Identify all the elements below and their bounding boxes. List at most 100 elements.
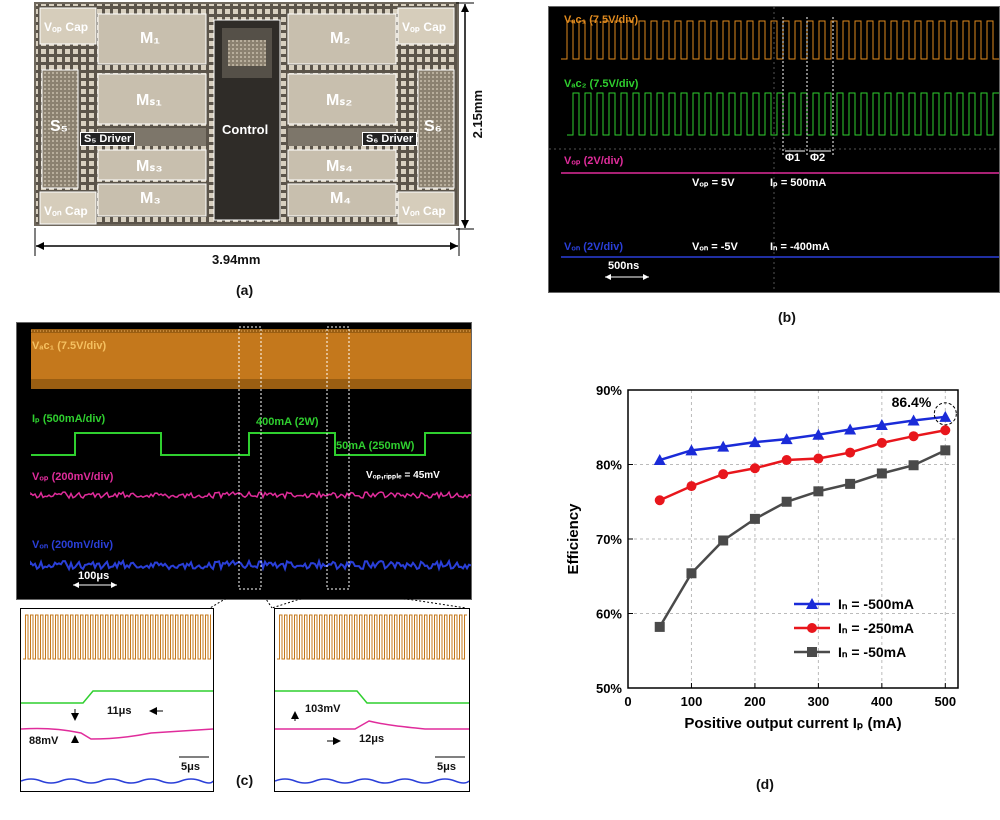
x-tick-label: 100: [681, 694, 703, 709]
ms1-label: Mₛ₁: [136, 92, 162, 109]
x-tick-label: 0: [624, 694, 631, 709]
panel-a: Vₒₚ Cap Vₒₚ Cap Vₒₙ Cap Vₒₙ Cap M₁ M₂ Mₛ…: [0, 0, 500, 300]
scope-c: [16, 322, 472, 600]
y-tick-label: 70%: [596, 532, 622, 547]
y-axis-label: Efficiency: [565, 503, 582, 575]
legend-marker: [807, 647, 817, 657]
data-point: [813, 486, 824, 497]
data-point: [686, 481, 697, 492]
panel-c-label: (c): [236, 772, 254, 788]
data-point: [876, 437, 887, 448]
c-time-scale: 100μs: [78, 570, 110, 582]
b-vop-value: Vₒₚ = 5V: [692, 177, 735, 189]
x-tick-label: 300: [808, 694, 830, 709]
m1-label: M₁: [140, 30, 160, 47]
data-point: [940, 445, 951, 456]
zoom-right-settle: 12μs: [359, 733, 385, 745]
data-point: [653, 454, 666, 466]
panel-c: Vₐᴄ₁ (7.5V/div) Iₚ (500mA/div) Vₒₚ (200m…: [14, 320, 484, 800]
height-dimension: 2.15mm: [470, 90, 485, 139]
zoom-right-scale: 5μs: [437, 761, 456, 773]
s5-driver-label: S₅ Driver: [80, 132, 136, 146]
m2-label: M₂: [330, 30, 351, 47]
data-point: [685, 444, 698, 456]
x-axis-label: Positive output current Iₚ (mA): [684, 715, 901, 732]
die-photo: [34, 2, 474, 256]
vop-cap-left-label: Vₒₚ Cap: [44, 20, 89, 34]
scope-b-traces: [549, 7, 999, 292]
y-tick-label: 90%: [596, 383, 622, 398]
panel-d: 0 100 200 300 400 500 50% 60% 70% 80% 90% Positive …: [540, 370, 1000, 810]
x-tick-label: 200: [744, 694, 766, 709]
s6-driver-label: S₆ Driver: [362, 132, 418, 146]
y-tick-label: 60%: [596, 607, 622, 622]
c-step-low: 50mA (250mW): [336, 440, 415, 452]
panel-d-label: (d): [756, 776, 774, 792]
legend-entry: Iₙ = -250mA: [838, 620, 914, 636]
b-time-scale: 500ns: [608, 260, 640, 272]
data-point: [875, 419, 888, 431]
panel-b: Vₐᴄ₁ (7.5V/div) Vₐᴄ₂ (7.5V/div) Vₒₚ (2V/…: [548, 6, 1000, 325]
m3-label: M₃: [140, 190, 161, 207]
data-point: [718, 469, 729, 480]
c-vop-label: Vₒₚ (200mV/div): [32, 471, 114, 483]
data-point: [908, 460, 919, 471]
s5-label: S₅: [50, 118, 69, 135]
zoom-left-drop: 88mV: [29, 735, 59, 747]
data-point: [908, 431, 919, 442]
y-tick-label: 50%: [596, 681, 622, 696]
x-tick-label: 400: [871, 694, 893, 709]
zoom-left-scale: 5μs: [181, 761, 200, 773]
data-point: [654, 621, 665, 632]
b-in-value: Iₙ = -400mA: [770, 241, 830, 253]
c-von-label: Vₒₙ (200mV/div): [32, 539, 114, 551]
width-dimension: 3.94mm: [212, 252, 261, 267]
plot-frame: [627, 389, 959, 689]
zoom-right-rise: 103mV: [305, 703, 341, 715]
data-point: [686, 568, 697, 579]
series-line-0: [659, 415, 946, 462]
vop-cap-right-label: Vₒₚ Cap: [402, 20, 447, 34]
b-von-label: Vₒₙ (2V/div): [564, 241, 624, 253]
zoom-right: 103mV 12μs 5μs: [274, 608, 470, 792]
control-label: Control: [222, 122, 269, 137]
annotation-circle: [933, 402, 957, 426]
b-ip-value: Iₚ = 500mA: [770, 177, 827, 189]
data-point: [718, 535, 729, 546]
data-point: [781, 455, 792, 466]
c-ip-label: Iₚ (500mA/div): [32, 413, 106, 425]
data-point: [844, 423, 857, 435]
s6-label: S₆: [424, 118, 442, 135]
panel-a-label: (a): [236, 282, 254, 298]
legend-entry: Iₙ = -500mA: [838, 596, 914, 612]
b-vop-label: Vₒₚ (2V/div): [564, 155, 624, 167]
b-von-value: Vₒₙ = -5V: [692, 241, 738, 253]
panel-b-label: (b): [778, 309, 796, 325]
zoom-connectors: [209, 590, 467, 609]
data-point: [813, 453, 824, 464]
data-point: [749, 513, 760, 524]
ms2-label: Mₛ₂: [326, 92, 353, 109]
data-point: [781, 496, 792, 507]
ms4-label: Mₛ₄: [326, 158, 353, 175]
annotation-label: 86.4%: [892, 394, 932, 410]
zoom-right-traces: [274, 614, 470, 784]
b-phi2: Φ2: [810, 152, 826, 164]
data-point: [780, 433, 793, 445]
c-step-high: 400mA (2W): [256, 416, 319, 428]
data-point: [845, 447, 856, 458]
legend-marker: [807, 623, 817, 633]
zoom-left-settle: 11μs: [107, 705, 132, 717]
legend-marker: [806, 598, 818, 609]
legend-entry: Iₙ = -50mA: [838, 644, 906, 660]
b-vac1-label: Vₐᴄ₁ (7.5V/div): [564, 14, 639, 26]
efficiency-chart: 0 100 200 300 400 500 50% 60% 70% 80% 90% Positive …: [565, 383, 959, 732]
scope-c-traces: [30, 326, 472, 590]
series-line-1: [659, 429, 946, 502]
data-point: [749, 463, 760, 474]
scope-b: [548, 6, 1000, 293]
data-point: [717, 440, 730, 452]
b-vac2-label: Vₐᴄ₂ (7.5V/div): [564, 78, 639, 90]
x-tick-label: 500: [934, 694, 956, 709]
data-point: [748, 436, 761, 448]
